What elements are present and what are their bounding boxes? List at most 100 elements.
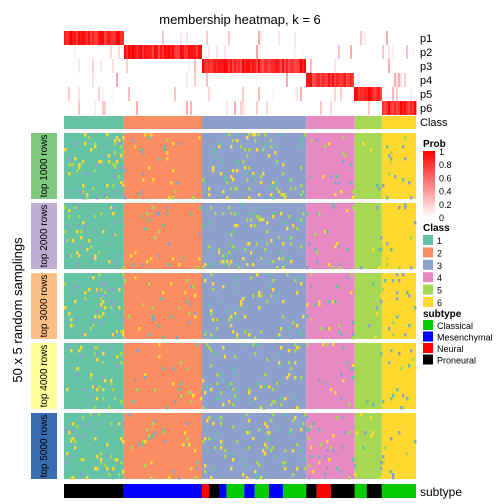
prob-cell xyxy=(104,101,107,115)
prob-cell xyxy=(362,87,365,101)
prob-cell xyxy=(296,45,299,59)
prob-cell xyxy=(260,31,263,45)
block-cell xyxy=(188,321,191,325)
prob-cell xyxy=(254,45,257,59)
prob-cell xyxy=(172,31,175,45)
block-cell xyxy=(230,212,233,216)
prob-cell xyxy=(414,31,417,45)
block-cell xyxy=(370,434,373,438)
prob-cell xyxy=(400,73,403,87)
prob-cell xyxy=(332,73,335,87)
prob-cell xyxy=(146,45,149,59)
prob-cell xyxy=(274,45,277,59)
block-cell xyxy=(178,476,181,480)
prob-cell xyxy=(222,73,225,87)
prob-cell xyxy=(264,31,267,45)
block-cell xyxy=(268,385,271,389)
prob-cell xyxy=(114,87,117,101)
block-cell xyxy=(206,330,209,334)
block-cell xyxy=(328,263,331,267)
prob-cell xyxy=(372,59,375,73)
prob-cell xyxy=(360,73,363,87)
prob-cell xyxy=(158,87,161,101)
prob-row-p4 xyxy=(64,73,417,87)
prob-cell xyxy=(280,87,283,101)
prob-cell xyxy=(188,59,191,73)
prob-cell xyxy=(190,73,193,87)
block-cell xyxy=(330,175,333,179)
prob-cell xyxy=(232,59,235,73)
prob-cell xyxy=(358,59,361,73)
prob-cell xyxy=(242,45,245,59)
block-cell xyxy=(278,346,281,350)
prob-cell xyxy=(124,87,127,101)
prob-cell xyxy=(76,87,79,101)
block-cell xyxy=(110,382,113,386)
prob-cell xyxy=(370,101,373,115)
prob-cell xyxy=(360,59,363,73)
prob-cell xyxy=(402,73,405,87)
block-cell xyxy=(150,476,153,480)
row-block-strip-4 xyxy=(31,343,57,409)
prob-cell xyxy=(184,59,187,73)
block-cell xyxy=(166,206,169,210)
block-class-band xyxy=(381,133,416,199)
block-cell xyxy=(246,428,249,432)
block-cell xyxy=(234,282,237,286)
block-cell xyxy=(232,397,235,401)
prob-cell xyxy=(152,59,155,73)
block-cell xyxy=(74,142,77,146)
prob-cell xyxy=(326,87,329,101)
block-cell xyxy=(154,388,157,392)
prob-cell xyxy=(208,31,211,45)
prob-cell xyxy=(394,45,397,59)
prob-cell xyxy=(222,59,225,73)
prob-cell xyxy=(212,87,215,101)
prob-cell xyxy=(246,45,249,59)
prob-cell xyxy=(398,87,401,101)
block-cell xyxy=(108,160,111,164)
prob-cell xyxy=(348,45,351,59)
prob-cell xyxy=(98,31,101,45)
block-cell xyxy=(202,224,205,228)
block-cell xyxy=(72,476,75,480)
block-cell xyxy=(226,254,229,258)
block-cell xyxy=(222,346,225,350)
prob-cell xyxy=(334,101,337,115)
block-cell xyxy=(230,315,233,319)
block-cell xyxy=(402,406,405,410)
block-cell xyxy=(258,218,261,222)
prob-cell xyxy=(250,87,253,101)
prob-cell xyxy=(186,73,189,87)
prob-cell xyxy=(198,87,201,101)
block-cell xyxy=(388,154,391,158)
block-cell xyxy=(384,279,387,283)
block-cell xyxy=(82,139,85,143)
prob-cell xyxy=(368,59,371,73)
block-cell xyxy=(292,419,295,423)
prob-cell xyxy=(238,101,241,115)
block-cell xyxy=(302,187,305,191)
block-cell xyxy=(106,184,109,188)
block-cell xyxy=(388,172,391,176)
block-cell xyxy=(198,136,201,140)
block-cell xyxy=(84,196,87,200)
block-cell xyxy=(92,187,95,191)
block-cell xyxy=(178,306,181,310)
prob-cell xyxy=(350,59,353,73)
block-cell xyxy=(216,388,219,392)
block-cell xyxy=(118,288,121,292)
prob-cell xyxy=(352,31,355,45)
block-cell xyxy=(180,382,183,386)
prob-cell xyxy=(220,101,223,115)
block-cell xyxy=(66,224,69,228)
prob-cell xyxy=(226,59,229,73)
prob-cell xyxy=(352,87,355,101)
prob-cell xyxy=(260,45,263,59)
block-cell xyxy=(246,388,249,392)
prob-cell xyxy=(308,45,311,59)
prob-cell xyxy=(274,31,277,45)
block-cell xyxy=(362,330,365,334)
block-cell xyxy=(326,440,329,444)
block-cell xyxy=(132,400,135,404)
